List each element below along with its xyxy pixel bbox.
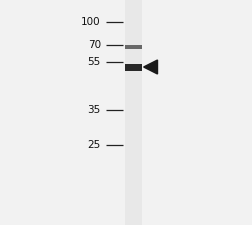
Text: 100: 100 xyxy=(81,17,101,27)
Polygon shape xyxy=(144,60,158,74)
Text: 35: 35 xyxy=(87,105,101,115)
Text: 25: 25 xyxy=(87,140,101,150)
Text: 70: 70 xyxy=(88,40,101,50)
Bar xyxy=(125,0,142,225)
Text: 55: 55 xyxy=(87,57,101,67)
Bar xyxy=(125,45,142,49)
Bar xyxy=(125,63,142,70)
